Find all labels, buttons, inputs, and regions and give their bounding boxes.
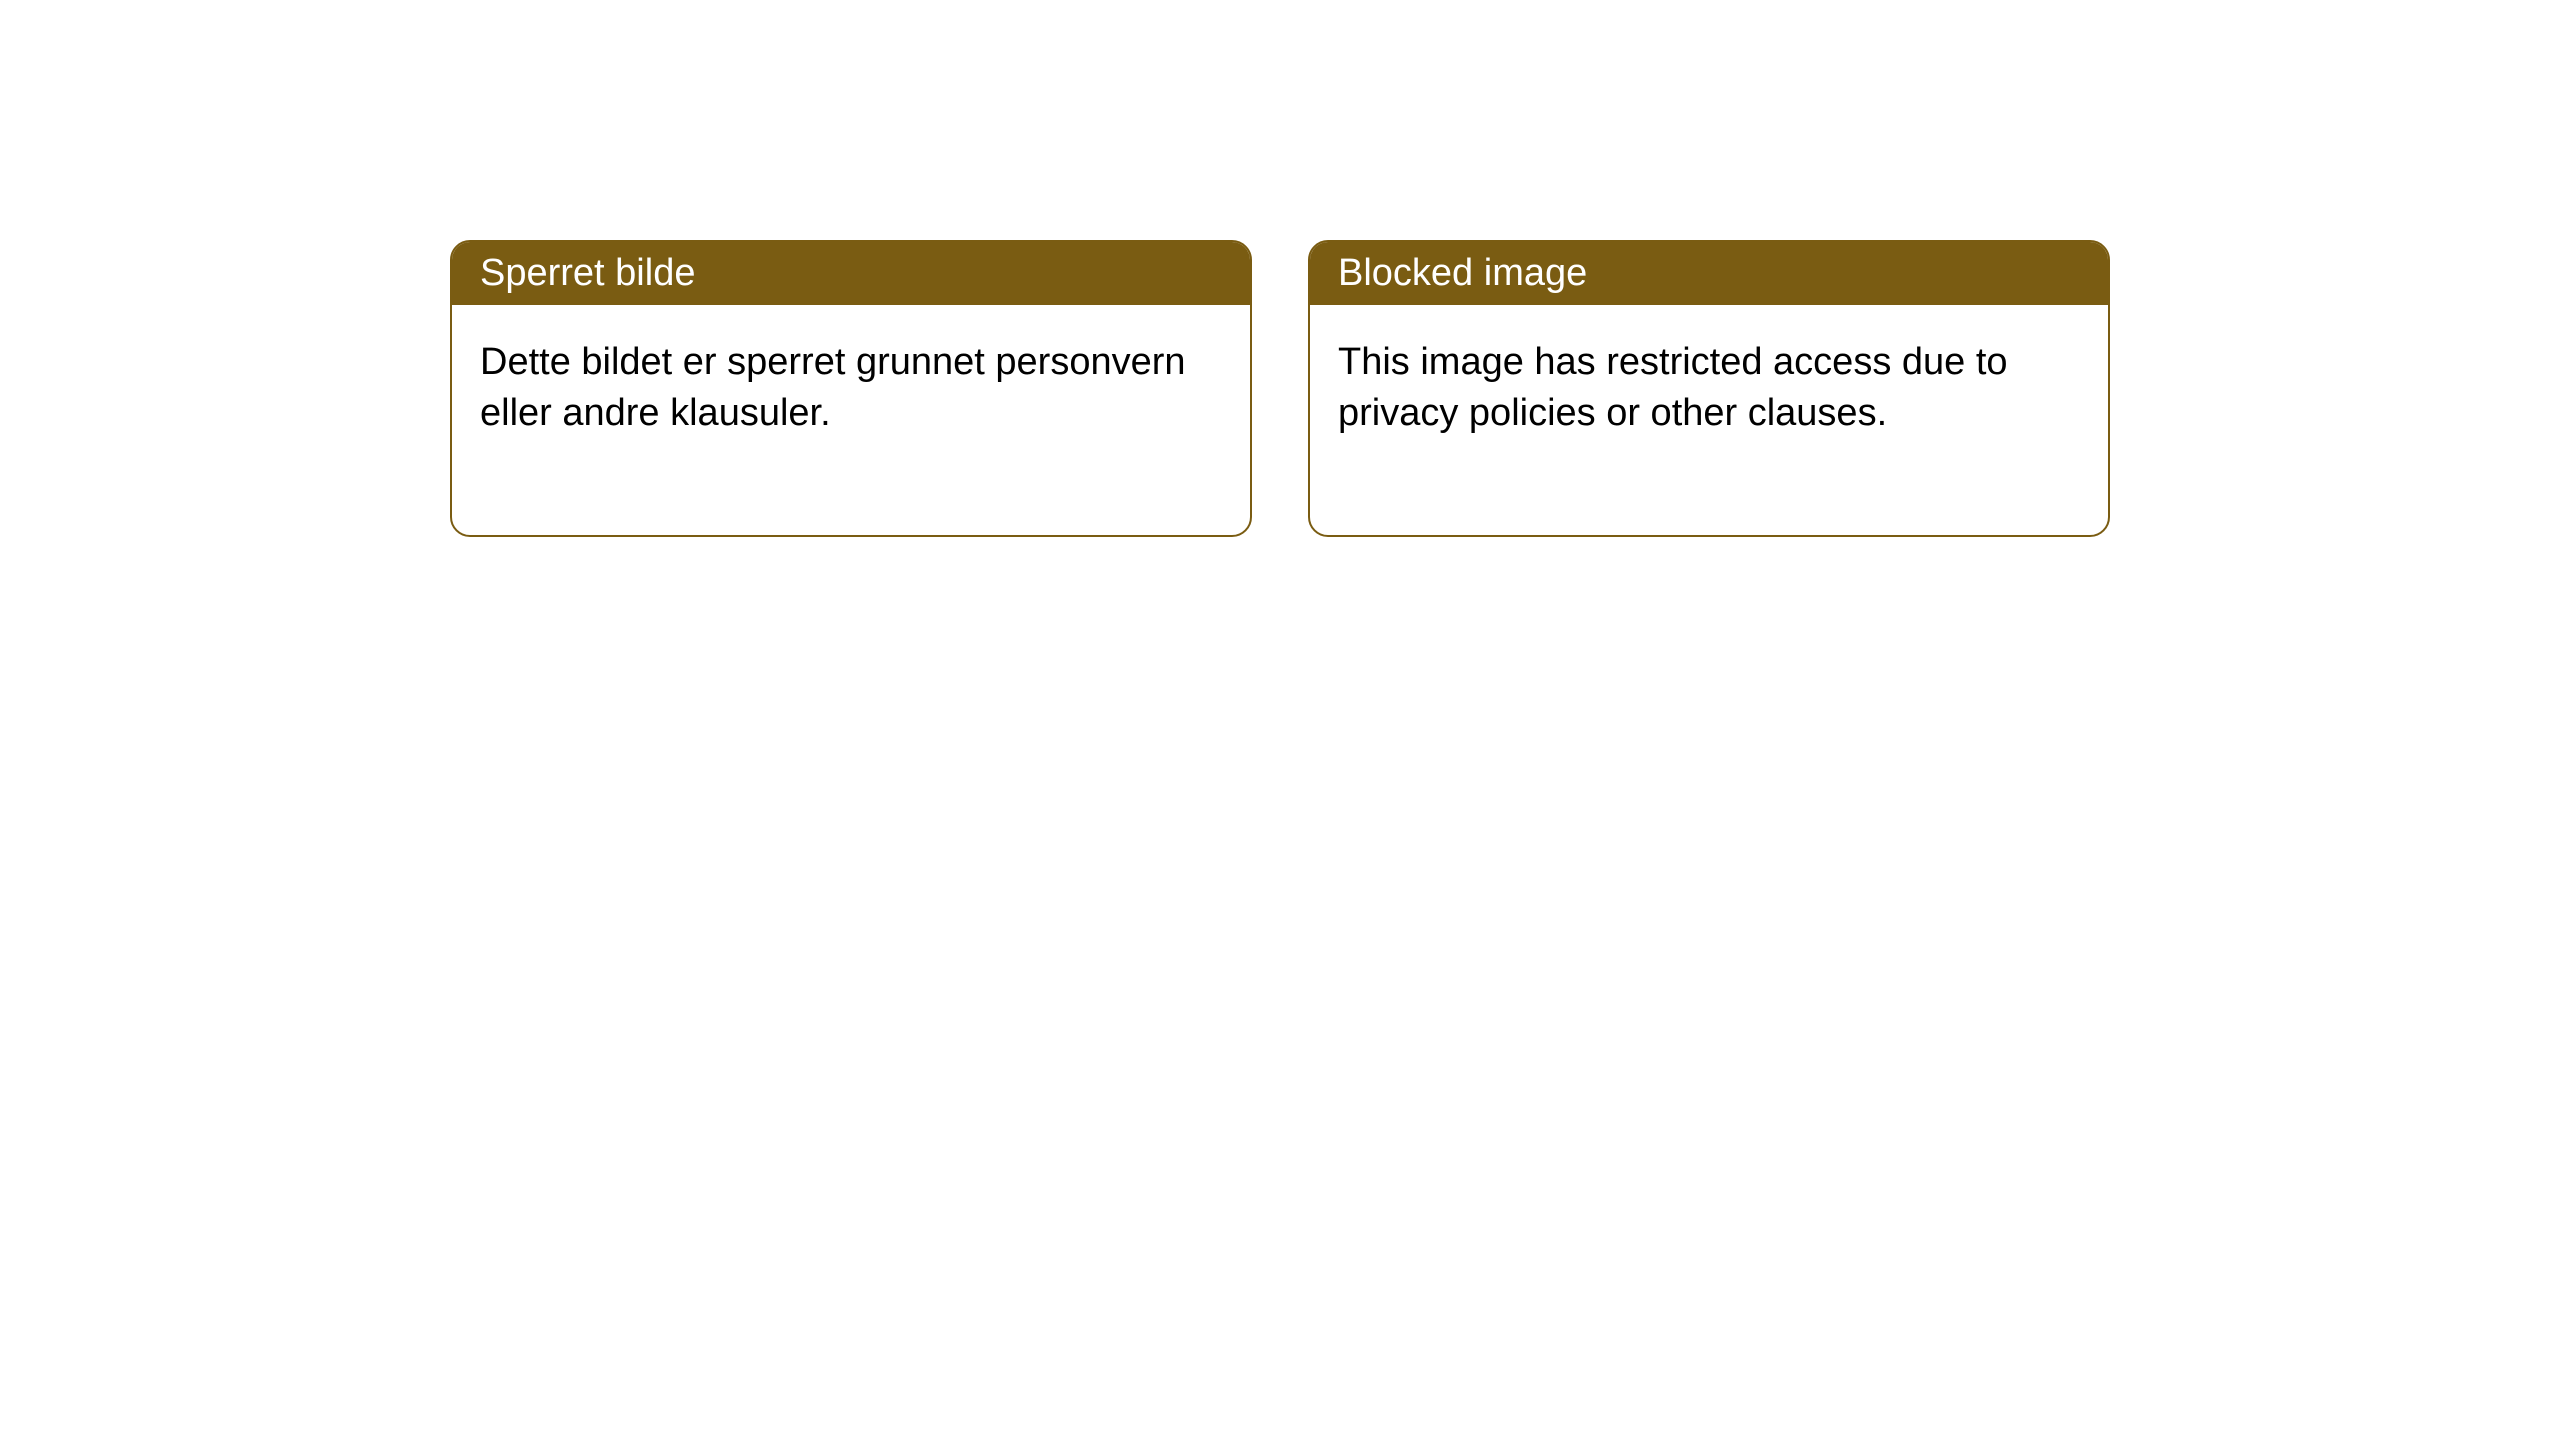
card-message-en: This image has restricted access due to … — [1338, 341, 2008, 434]
blocked-image-card-en: Blocked image This image has restricted … — [1308, 240, 2110, 537]
cards-container: Sperret bilde Dette bildet er sperret gr… — [450, 240, 2110, 537]
card-body-en: This image has restricted access due to … — [1310, 305, 2108, 535]
card-title-en: Blocked image — [1338, 252, 1587, 294]
blocked-image-card-no: Sperret bilde Dette bildet er sperret gr… — [450, 240, 1252, 537]
card-body-no: Dette bildet er sperret grunnet personve… — [452, 305, 1250, 535]
card-message-no: Dette bildet er sperret grunnet personve… — [480, 341, 1186, 434]
card-header-en: Blocked image — [1310, 242, 2108, 305]
card-header-no: Sperret bilde — [452, 242, 1250, 305]
card-title-no: Sperret bilde — [480, 252, 695, 294]
